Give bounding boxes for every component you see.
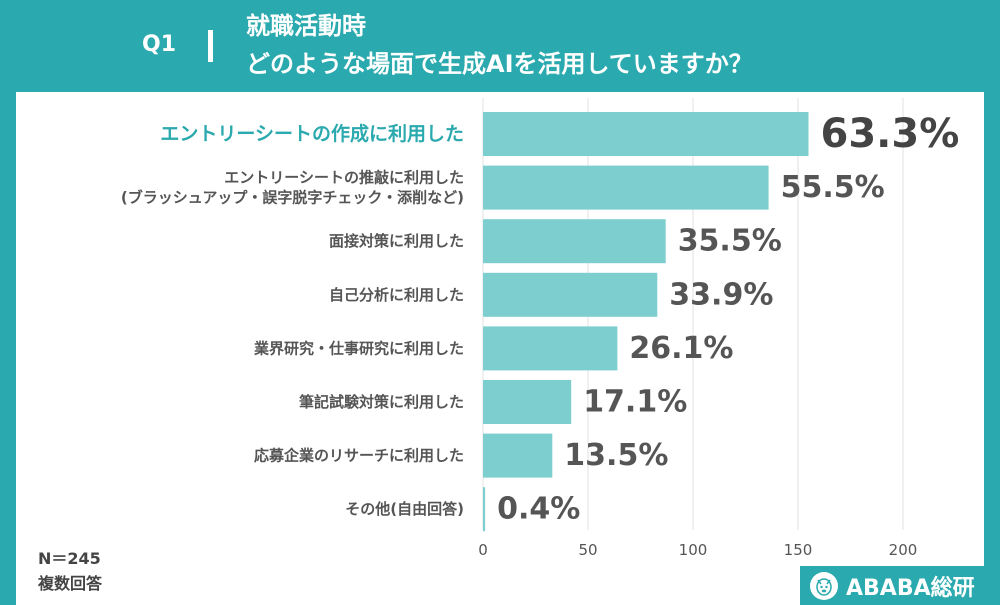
value-label: 35.5%: [678, 224, 782, 259]
bar: [483, 433, 553, 478]
category-label: 面接対策に利用した: [329, 232, 464, 250]
x-tick-label: 150: [784, 541, 813, 559]
sample-size-note: N＝245: [38, 549, 101, 568]
category-label: エントリーシートの作成に利用した: [160, 122, 464, 145]
x-tick-label: 0: [478, 541, 488, 559]
x-tick-label: 50: [578, 541, 597, 559]
question-number: Q1: [142, 32, 177, 57]
bar: [483, 112, 809, 156]
value-label: 33.9%: [669, 277, 773, 312]
bar: [483, 487, 486, 532]
bar: [483, 272, 658, 317]
bar: [483, 380, 572, 424]
bar: [483, 219, 666, 264]
x-tick-label: 200: [889, 541, 918, 559]
category-label: エントリーシートの推敲に利用した: [224, 169, 464, 187]
bar-layer: [483, 112, 809, 532]
bar: [483, 165, 769, 210]
answer-type-note: 複数回答: [38, 574, 103, 593]
tick-layer: 0 50 100 150 200: [478, 541, 917, 559]
value-label: 13.5%: [564, 438, 668, 473]
category-label: 応募企業のリサーチに利用した: [254, 447, 464, 465]
value-label: 17.1%: [583, 385, 687, 420]
category-label: 筆記試験対策に利用した: [299, 393, 464, 411]
title-divider: [208, 30, 213, 62]
page-title-line2: どのような場面で生成AIを活用していますか？: [246, 50, 753, 78]
value-label: 0.4%: [497, 492, 580, 527]
header: Q1 就職活動時 どのような場面で生成AIを活用していますか？: [0, 0, 1000, 88]
value-label: 55.5%: [781, 170, 885, 205]
bar: [483, 326, 618, 371]
alpaca-logo-icon: [810, 571, 838, 600]
x-tick-label: 100: [679, 541, 708, 559]
category-label: その他(自由回答): [345, 500, 464, 518]
brand-name: ABABA総研: [846, 575, 975, 601]
page-title-line1: 就職活動時: [246, 12, 366, 40]
label-layer: エントリーシートの作成に利用した 63.3% エントリーシートの推敲に利用した (ブラ…: [121, 111, 959, 527]
value-label: 26.1%: [629, 331, 733, 366]
category-label: 業界研究・仕事研究に利用した: [253, 339, 464, 357]
category-label: 自己分析に利用した: [329, 286, 464, 304]
category-label: (ブラッシュアップ・誤字脱字チェック・添削など): [121, 189, 464, 207]
brand-badge: ABABA総研: [800, 566, 1000, 605]
value-label: 63.3%: [821, 111, 960, 157]
